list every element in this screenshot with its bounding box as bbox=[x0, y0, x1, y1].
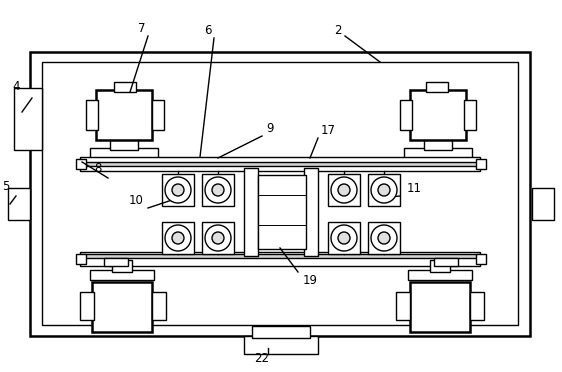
Text: 19: 19 bbox=[302, 273, 318, 286]
Circle shape bbox=[331, 225, 357, 251]
Bar bbox=[8, 188, 30, 220]
Text: 22: 22 bbox=[255, 352, 270, 365]
Bar bbox=[202, 174, 234, 206]
Text: 17: 17 bbox=[320, 124, 336, 137]
Text: 6: 6 bbox=[204, 23, 212, 36]
Circle shape bbox=[371, 177, 397, 203]
Bar bbox=[410, 90, 466, 140]
Bar bbox=[404, 148, 472, 158]
Bar bbox=[328, 222, 360, 254]
Circle shape bbox=[371, 225, 397, 251]
Bar bbox=[244, 336, 318, 354]
Bar bbox=[90, 270, 154, 280]
Bar bbox=[426, 82, 448, 92]
Bar bbox=[80, 254, 480, 258]
Bar bbox=[464, 100, 476, 130]
Circle shape bbox=[165, 177, 191, 203]
Circle shape bbox=[172, 184, 184, 196]
Bar bbox=[424, 138, 452, 150]
Circle shape bbox=[205, 225, 231, 251]
Text: 5: 5 bbox=[2, 180, 10, 192]
Bar bbox=[410, 282, 470, 332]
Bar bbox=[476, 254, 486, 264]
Bar bbox=[244, 168, 258, 256]
Circle shape bbox=[378, 232, 390, 244]
Bar bbox=[152, 292, 166, 320]
Bar bbox=[80, 252, 480, 266]
Bar bbox=[90, 148, 158, 158]
Circle shape bbox=[338, 184, 350, 196]
Bar bbox=[328, 174, 360, 206]
Text: 8: 8 bbox=[94, 161, 102, 174]
Bar bbox=[14, 88, 42, 150]
Bar bbox=[92, 282, 152, 332]
Bar bbox=[104, 258, 128, 266]
Bar bbox=[80, 292, 94, 320]
Bar bbox=[162, 222, 194, 254]
Circle shape bbox=[331, 177, 357, 203]
Text: 10: 10 bbox=[129, 193, 143, 206]
Text: 11: 11 bbox=[406, 182, 422, 195]
Bar bbox=[252, 326, 310, 338]
Bar bbox=[368, 222, 400, 254]
Bar bbox=[76, 254, 86, 264]
Bar bbox=[258, 175, 306, 249]
Circle shape bbox=[212, 232, 224, 244]
Bar bbox=[42, 62, 518, 325]
Circle shape bbox=[338, 232, 350, 244]
Bar bbox=[110, 138, 138, 150]
Bar bbox=[162, 174, 194, 206]
Circle shape bbox=[172, 232, 184, 244]
Bar bbox=[434, 258, 458, 266]
Bar bbox=[430, 260, 450, 272]
Bar bbox=[152, 100, 164, 130]
Bar bbox=[368, 174, 400, 206]
Bar bbox=[408, 270, 472, 280]
Bar bbox=[532, 188, 554, 220]
Bar bbox=[304, 168, 318, 256]
Bar bbox=[476, 159, 486, 169]
Circle shape bbox=[205, 177, 231, 203]
Text: 7: 7 bbox=[138, 22, 146, 35]
Bar bbox=[112, 260, 132, 272]
Bar bbox=[396, 292, 410, 320]
Bar bbox=[80, 157, 480, 171]
Bar bbox=[76, 159, 86, 169]
Circle shape bbox=[165, 225, 191, 251]
Circle shape bbox=[212, 184, 224, 196]
Bar bbox=[202, 222, 234, 254]
Circle shape bbox=[378, 184, 390, 196]
Bar bbox=[30, 52, 530, 336]
Bar bbox=[86, 100, 98, 130]
Bar bbox=[80, 162, 480, 166]
Bar bbox=[96, 90, 152, 140]
Bar bbox=[114, 82, 136, 92]
Text: 2: 2 bbox=[334, 23, 342, 36]
Bar bbox=[400, 100, 412, 130]
Text: 9: 9 bbox=[266, 122, 274, 135]
Bar bbox=[470, 292, 484, 320]
Text: 4: 4 bbox=[12, 80, 20, 93]
